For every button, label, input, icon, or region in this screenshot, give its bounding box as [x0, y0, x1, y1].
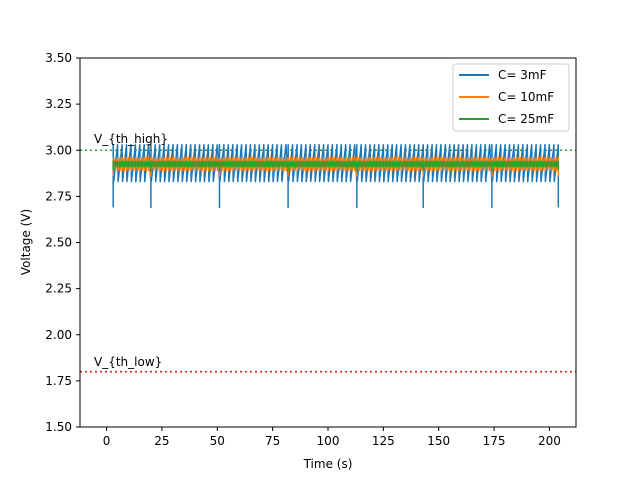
y-axis-ticks: 1.50 1.75 2.00 2.25 2.50 2.75 3.00 3.25 3.50 — [45, 51, 80, 434]
y-tick-label: 1.75 — [45, 374, 72, 388]
threshold-high-label: V_{th_high} — [94, 132, 168, 146]
x-tick-label: 0 — [103, 434, 111, 448]
y-tick-label: 1.50 — [45, 420, 72, 434]
y-tick-label: 3.00 — [45, 143, 72, 157]
y-tick-label: 2.25 — [45, 282, 72, 296]
y-tick-label: 2.75 — [45, 189, 72, 203]
x-tick-label: 50 — [210, 434, 225, 448]
threshold-low-label: V_{th_low} — [94, 355, 162, 369]
y-axis-title: Voltage (V) — [19, 209, 33, 275]
x-tick-label: 100 — [317, 434, 340, 448]
x-tick-label: 75 — [265, 434, 280, 448]
x-tick-label: 25 — [154, 434, 169, 448]
y-tick-label: 3.25 — [45, 97, 72, 111]
legend-label-10mf: C= 10mF — [498, 90, 554, 104]
x-tick-label: 125 — [372, 434, 395, 448]
x-tick-label: 150 — [427, 434, 450, 448]
series-line-2 — [112, 160, 560, 172]
y-tick-label: 3.50 — [45, 51, 72, 65]
x-axis-title: Time (s) — [303, 457, 353, 471]
x-axis-ticks: 0 25 50 75 100 125 150 175 200 — [103, 427, 561, 448]
x-tick-label: 200 — [538, 434, 561, 448]
y-tick-label: 2.00 — [45, 328, 72, 342]
legend-box — [452, 63, 570, 132]
series-lines — [112, 143, 560, 209]
x-tick-label: 175 — [483, 434, 506, 448]
legend: C= 3mF C= 10mF C= 25mF — [452, 63, 570, 132]
legend-label-3mf: C= 3mF — [498, 68, 547, 82]
legend-label-25mf: C= 25mF — [498, 112, 554, 126]
y-tick-label: 2.50 — [45, 236, 72, 250]
